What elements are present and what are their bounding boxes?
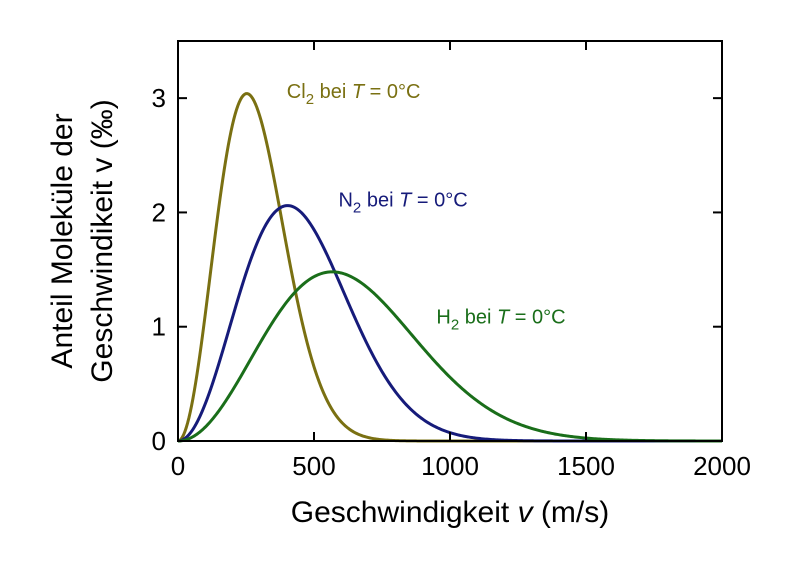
- x-tick-label: 0: [171, 451, 185, 481]
- plot-area: [177, 92, 722, 443]
- annotation-n2: N2 bei T = 0°C: [338, 190, 467, 217]
- annotation-h2: H2 bei T = 0°C: [436, 306, 565, 333]
- x-tick-label: 500: [292, 451, 335, 481]
- y-axis-title-line2: Geschwindikeit v (‰): [86, 99, 119, 382]
- series-line-cl2: [177, 92, 722, 443]
- plot-frame: [177, 40, 723, 442]
- x-axis-title: Geschwindigkeit v (m/s): [291, 496, 609, 529]
- annotation-cl2: Cl2 bei T = 0°C: [287, 81, 421, 108]
- y-tick-label: 0: [152, 426, 166, 456]
- y-axis-title-line1: Anteil Moleküle der: [46, 113, 79, 368]
- x-tick-label: 1000: [421, 451, 479, 481]
- y-tick-label: 1: [152, 312, 166, 342]
- x-tick-label: 2000: [693, 451, 751, 481]
- series-line-h2: [177, 270, 722, 443]
- y-tick-label: 2: [152, 197, 166, 227]
- y-axis-title: Anteil Moleküle der Geschwindikeit v (‰): [46, 99, 119, 382]
- y-tick-label: 3: [152, 83, 166, 113]
- axis-ticks: 0 500 1000 1500 2000 0 1 2 3: [152, 41, 751, 481]
- series-annotations: Cl2 bei T = 0°C N2 bei T = 0°C H2 bei T = …: [287, 81, 566, 333]
- x-tick-label: 1500: [557, 451, 615, 481]
